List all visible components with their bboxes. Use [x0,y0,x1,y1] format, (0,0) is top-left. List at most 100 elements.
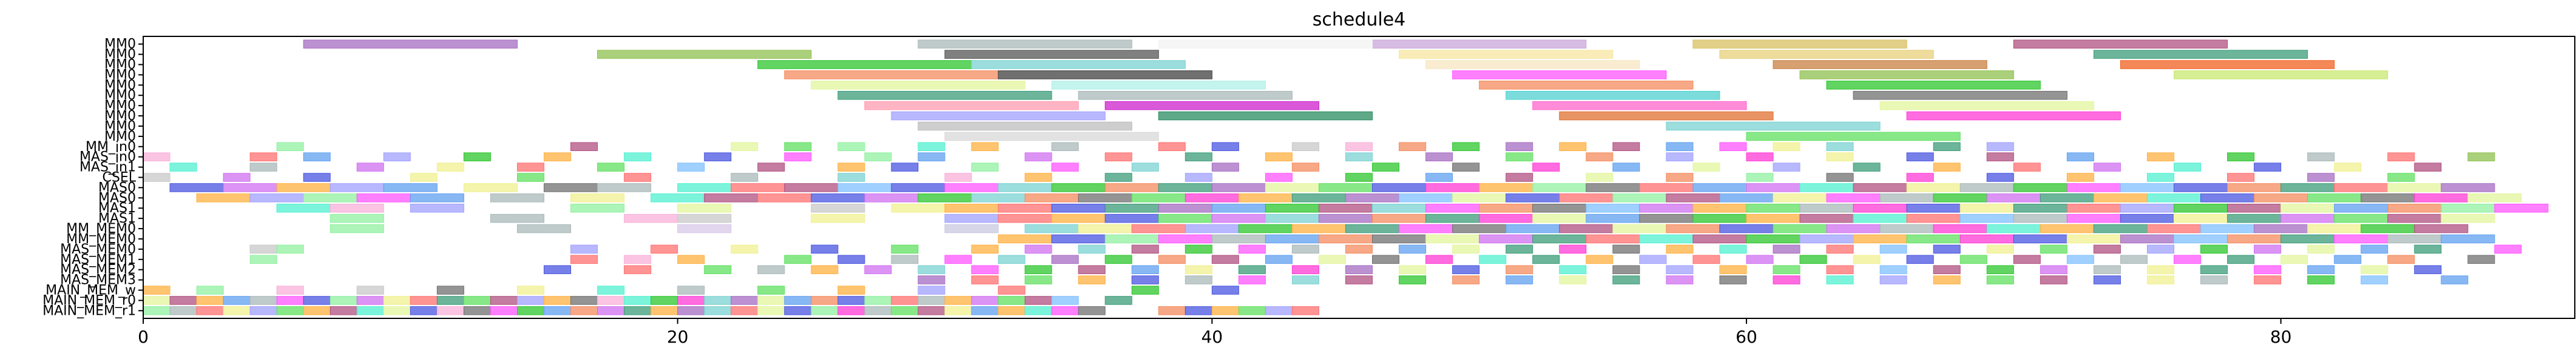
task-bar [944,306,972,315]
task-bar [971,296,999,305]
task-bar [784,306,812,315]
task-bar [2146,224,2202,233]
task-bar [2307,193,2362,203]
y-tick-label: MAS_MEM1 [60,252,136,267]
task-bar [1238,244,1266,254]
task-bar [784,142,812,152]
task-bar [1879,244,1907,254]
task-bar [891,111,1106,121]
x-axis: 0 20 40 60 80 [138,318,2291,347]
y-tick-label: MAIN_MEM_w [46,283,136,298]
task-bar [891,163,919,172]
task-bar [543,152,572,161]
task-bar [731,183,785,192]
task-bar [330,203,384,213]
task-bar [864,265,892,274]
task-bar [1452,163,1480,172]
task-bar [1265,306,1293,315]
task-bar [2200,193,2255,203]
y-tick-label: MAS_in0 [79,150,136,165]
task-bar [276,142,304,152]
task-bar [2254,163,2282,172]
task-bar [1506,173,1533,182]
task-bar [837,142,865,152]
task-bar [1399,265,1427,274]
task-bar [2174,213,2228,223]
task-bar [516,296,544,305]
task-bar [1291,193,1346,203]
task-bar [1051,255,1079,264]
task-bar [1639,255,1667,264]
task-bar [1452,244,1480,254]
task-bar [704,193,759,203]
task-bar [864,101,1079,110]
task-bar [677,163,705,172]
task-bar [651,244,678,254]
task-bar [2013,213,2067,223]
task-bar [2280,203,2335,213]
task-bar [1452,70,1667,79]
y-tick-label: MM0 [104,78,136,93]
task-bar [1853,234,1907,244]
task-bar [1746,173,1774,182]
task-bar [1185,265,1212,274]
task-bar [1719,265,1747,274]
task-bar [677,306,705,315]
task-bar [570,244,598,254]
task-bar [383,296,411,305]
task-bar [971,163,999,172]
task-bar [383,183,438,192]
task-bar [811,193,865,203]
task-bar [944,183,999,192]
task-bar [356,163,384,172]
task-bar [784,70,999,79]
task-bar [1692,163,1720,172]
task-bar [1586,213,1640,223]
y-tick-label: MM0 [104,88,136,103]
task-bar [1185,275,1212,284]
task-bar [837,296,865,305]
task-bar [570,255,598,264]
task-bar [356,306,384,315]
task-bar [1345,142,1373,152]
task-bar [1452,142,1480,152]
task-bar [1532,255,1560,264]
task-bar [1024,296,1052,305]
task-bar [543,306,572,315]
task-bar [2013,234,2067,244]
task-bar [2146,265,2175,274]
task-bar [249,255,277,264]
task-bar [1024,244,1052,254]
task-bar [677,255,705,264]
task-bar [2227,234,2282,244]
task-bar [1131,224,1186,233]
task-bar [2093,244,2121,254]
task-bar [2280,234,2335,244]
task-bar [1986,193,2041,203]
task-bar [1719,275,1747,284]
task-bar [918,193,972,203]
task-bar [1559,142,1587,152]
task-bar [1399,224,1453,233]
task-bar [1479,81,1694,90]
task-bar [2361,244,2388,254]
task-bar [1024,152,1052,161]
y-tick-label: MAIN_MEM_r1 [42,303,136,318]
task-bar [944,50,1159,59]
task-bar [1345,275,1373,284]
task-bar [918,142,945,152]
task-bar [2227,152,2255,161]
task-bar [223,183,277,192]
task-bar [1024,193,1079,203]
task-bar [2120,203,2175,213]
task-bar [1051,163,1079,172]
task-bar [196,193,251,203]
task-bar [516,163,544,172]
task-bar [2387,234,2442,244]
task-bar [1532,234,1587,244]
task-bar [864,152,892,161]
task-bar [2334,255,2362,264]
task-bar [2013,39,2228,49]
task-bar [1799,234,1854,244]
